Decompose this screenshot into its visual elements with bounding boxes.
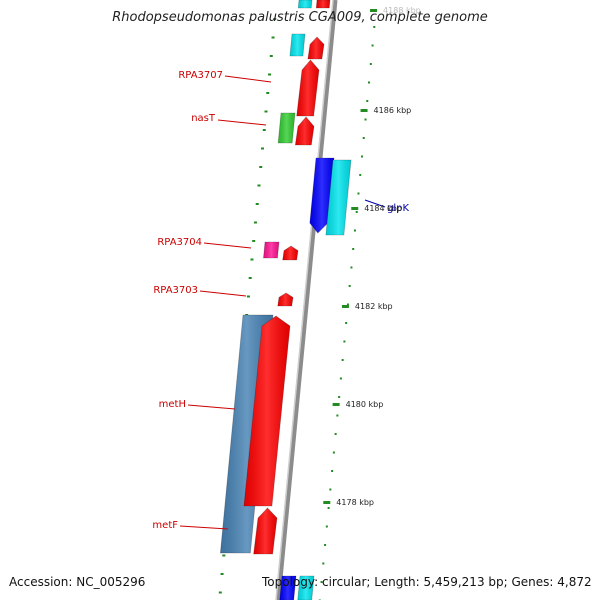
gene-label-nasT[interactable]: nasT [191, 113, 216, 124]
cds-forward-rpa3707-gloss [296, 60, 319, 116]
ruler-tick [370, 9, 378, 12]
ruler-tick [360, 109, 368, 112]
track-dot [360, 155, 363, 158]
cds-forward-rpa3703-gloss [277, 293, 293, 306]
track-dot [329, 488, 332, 491]
track-dot [273, 18, 277, 20]
track-dot [268, 73, 272, 76]
genome-backbone [275, 0, 338, 601]
track-dot [350, 266, 353, 269]
gene-leader-line [179, 525, 229, 530]
track-dot [371, 44, 374, 47]
track-dot [368, 81, 371, 84]
gene-leader-line [203, 242, 252, 249]
track-dot [353, 229, 356, 232]
gene-label-RPA3704[interactable]: RPA3704 [157, 237, 202, 248]
cds-reverse-top-gloss [298, 0, 312, 8]
track-dot [262, 129, 266, 131]
track-dot [373, 26, 376, 28]
cds-forward-metF-gloss [253, 508, 277, 554]
track-dot [331, 470, 334, 472]
ruler-tick-label: 4184 kbp [364, 204, 402, 213]
track-dot [325, 525, 328, 528]
track-dot [355, 211, 358, 213]
ruler-tick [323, 501, 331, 504]
gene-label-RPA3707[interactable]: RPA3707 [178, 70, 223, 81]
track-dot [346, 303, 349, 306]
track-dot [327, 507, 330, 509]
track-dot [266, 92, 270, 94]
track-dot [320, 581, 323, 583]
track-dot [338, 396, 341, 398]
track-dot [250, 258, 254, 261]
track-dot [220, 573, 224, 575]
gene-label-glpK[interactable]: glpK [387, 203, 409, 214]
track-dot [343, 340, 346, 343]
track-dot [369, 63, 372, 65]
track-dot [253, 221, 257, 224]
genome-backbone-highlight [275, 0, 334, 601]
track-dot [218, 591, 222, 594]
track-dot [264, 110, 268, 113]
ruler-tick [341, 305, 349, 308]
gene-leader-line [217, 119, 267, 126]
cds-forward-nasT-gloss [295, 117, 314, 145]
track-dot [248, 277, 252, 279]
ruler-tick-label: 4182 kbp [355, 302, 393, 311]
map-title: Rhodopseudomonas palustris CGA009, compl… [112, 10, 488, 25]
ruler-tick [351, 207, 359, 210]
track-dot [257, 184, 261, 187]
gene-leader-line [187, 404, 236, 410]
track-dot [348, 285, 351, 287]
cds-reverse-bottom-gloss [297, 576, 314, 600]
track-dot [259, 166, 263, 168]
ruler-tick-label: 4178 kbp [336, 498, 374, 507]
track-dot [322, 562, 325, 565]
track-dot [341, 359, 344, 361]
track-dot [271, 36, 275, 39]
track-dot [352, 248, 355, 250]
track-dot [339, 377, 342, 380]
track-dot [252, 240, 256, 242]
cds-reverse-gloss [289, 34, 305, 56]
track-dot [260, 147, 264, 150]
cds-forward-gloss [307, 37, 324, 59]
gene-label-RPA3703[interactable]: RPA3703 [153, 285, 198, 296]
gene-label-metH[interactable]: metH [159, 399, 186, 410]
track-dot [255, 203, 259, 205]
cds-reverse-glpK-gloss [325, 160, 351, 235]
cds-forward-top-gloss [316, 0, 330, 8]
gene-label-metF[interactable]: metF [152, 520, 178, 531]
gene-leader-line [364, 199, 386, 208]
gene-nasT-green-gloss [278, 113, 295, 143]
gene-rpa3704-pink-gloss [263, 242, 279, 258]
gene-leader-line [199, 290, 247, 297]
track-dot [357, 192, 360, 195]
cds-reverse-bottom-dark-gloss [279, 576, 296, 600]
genome-summary-text: Topology: circular; Length: 5,459,213 bp… [262, 575, 592, 589]
track-dot [246, 295, 250, 298]
accession-text: Accession: NC_005296 [9, 575, 146, 589]
track-dot [359, 174, 362, 176]
track-dot [364, 118, 367, 121]
ruler-tick-label: 4180 kbp [346, 400, 384, 409]
track-dot [345, 322, 348, 324]
ruler-tick-label: 4186 kbp [374, 106, 412, 115]
track-dot [336, 414, 339, 417]
gene-leader-line [224, 75, 272, 83]
cds-forward-metH-gloss [243, 316, 290, 506]
track-dot [269, 55, 273, 57]
cds-forward-rpa3704-gloss [282, 246, 298, 260]
track-dot [222, 554, 226, 557]
track-dot [362, 137, 365, 139]
track-dot [332, 451, 335, 454]
track-dot [334, 433, 337, 435]
ruler-tick [332, 403, 340, 406]
track-dot [366, 100, 369, 102]
track-dot [324, 544, 327, 546]
ruler-tick-label: 4188 kbp [383, 6, 421, 15]
